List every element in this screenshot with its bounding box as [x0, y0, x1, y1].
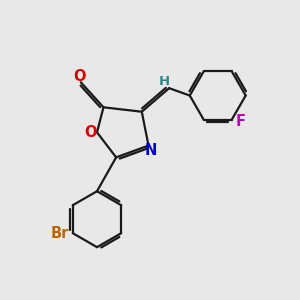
Text: O: O — [73, 70, 86, 85]
Text: H: H — [159, 75, 170, 88]
Text: N: N — [144, 143, 157, 158]
Text: F: F — [236, 114, 245, 129]
Text: O: O — [84, 125, 97, 140]
Text: Br: Br — [50, 226, 69, 241]
